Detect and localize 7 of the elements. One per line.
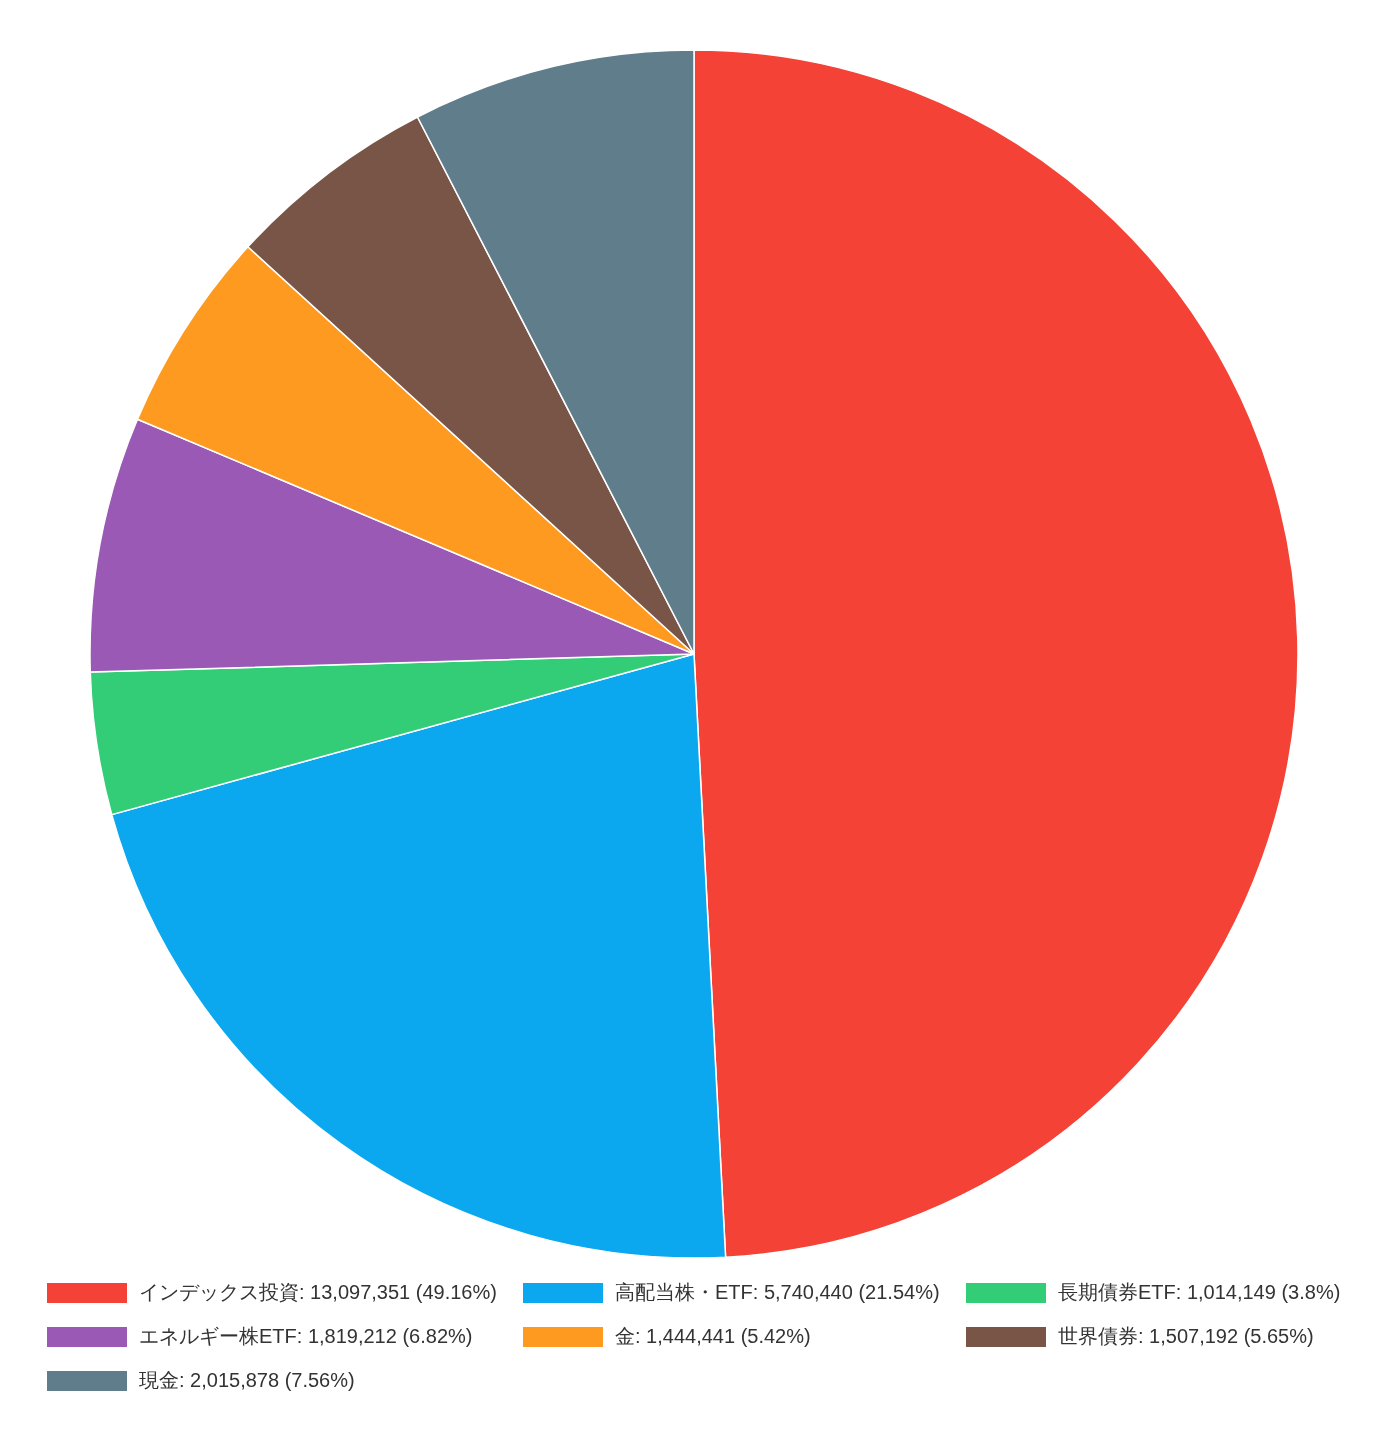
legend-label: 高配当株・ETF: 5,740,440 (21.54%) (615, 1281, 940, 1303)
legend-label: 世界債券: 1,507,192 (5.65%) (1058, 1325, 1314, 1347)
legend-label: 現金: 2,015,878 (7.56%) (139, 1369, 355, 1391)
legend-label: 金: 1,444,441 (5.42%) (615, 1325, 811, 1347)
legend-label: インデックス投資: 13,097,351 (49.16%) (139, 1281, 497, 1303)
legend-label: エネルギー株ETF: 1,819,212 (6.82%) (139, 1325, 473, 1347)
legend-label: 長期債券ETF: 1,014,149 (3.8%) (1058, 1281, 1341, 1303)
